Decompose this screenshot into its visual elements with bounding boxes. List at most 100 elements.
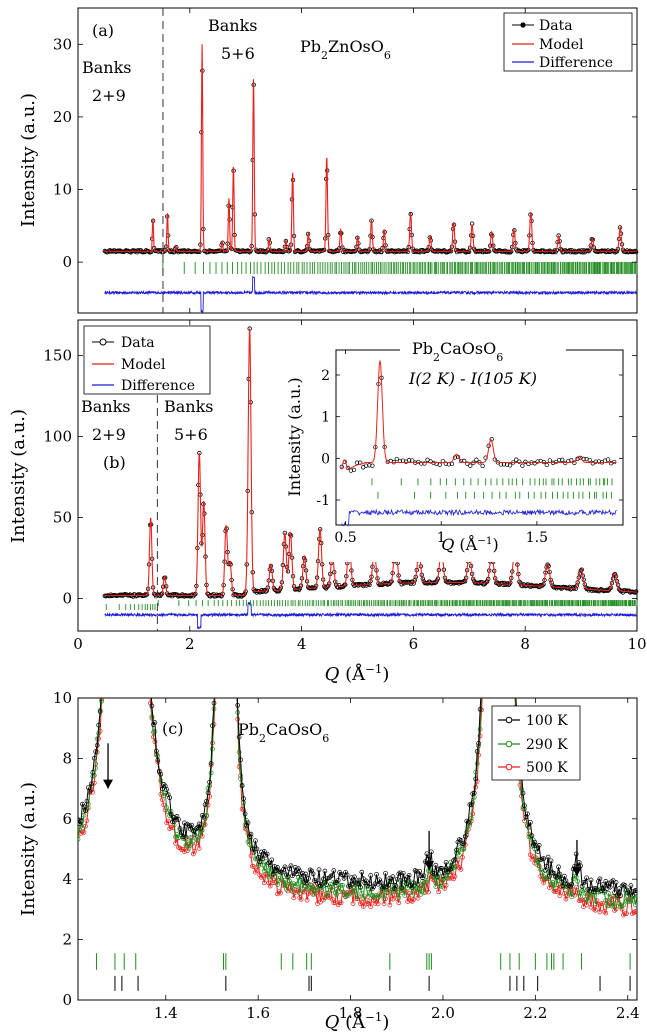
series-point — [424, 878, 430, 883]
x-axis-label-c: Q (Å−1) — [325, 1010, 390, 1032]
series-point — [541, 874, 547, 879]
series-point — [557, 893, 563, 899]
series-point — [509, 667, 513, 671]
series-point — [282, 864, 288, 870]
series-point — [387, 902, 393, 908]
series-point — [143, 671, 147, 675]
series-point — [161, 782, 167, 787]
series-point — [473, 784, 479, 790]
series-point — [279, 869, 285, 875]
series-point — [598, 888, 604, 894]
series-point — [386, 882, 391, 888]
data-point — [303, 247, 309, 253]
series-point — [164, 805, 170, 810]
series-point — [365, 894, 371, 899]
series-point — [198, 832, 204, 838]
series-point — [125, 672, 129, 676]
series-point — [394, 889, 400, 895]
series-point — [484, 668, 488, 672]
series-point — [366, 890, 372, 895]
series-point — [137, 667, 141, 671]
inset-data-point — [419, 461, 424, 466]
series-point — [347, 884, 353, 889]
series-point — [500, 666, 504, 670]
series-point — [474, 749, 480, 754]
series-point — [263, 859, 269, 865]
series-point — [372, 901, 378, 906]
series-point — [193, 826, 199, 831]
series-point — [497, 667, 501, 671]
series-point — [218, 669, 222, 673]
series-point — [331, 868, 337, 873]
x-tick-label: 1.6 — [246, 1004, 270, 1022]
series-point — [503, 669, 507, 673]
series-point — [483, 664, 487, 668]
arrow-head — [571, 867, 582, 877]
data-point — [286, 248, 292, 254]
series-point — [263, 852, 269, 858]
series-point — [594, 887, 600, 893]
inset-x-axis-label: Q (Å−1) — [441, 534, 499, 554]
inset-b-background — [327, 332, 629, 562]
data-point — [336, 585, 341, 590]
series-point — [96, 722, 102, 728]
series-point — [227, 662, 231, 666]
legend-a-data-marker — [520, 22, 526, 28]
series-point — [116, 668, 120, 672]
series-point — [132, 668, 136, 672]
series-point — [143, 668, 147, 672]
series-point — [231, 662, 235, 666]
series-point — [421, 873, 427, 879]
series-point — [290, 889, 295, 894]
series-point — [117, 658, 121, 662]
series-point — [192, 832, 198, 837]
y-axis-label-b: Intensity (a.u.) — [8, 409, 29, 543]
series-point — [496, 668, 500, 672]
data-point — [508, 580, 513, 585]
legend-b: Data Model Difference — [83, 325, 211, 395]
data-point — [119, 592, 125, 597]
series-point — [564, 881, 570, 887]
inset-data-point — [517, 459, 522, 464]
series-point — [295, 866, 301, 871]
series-point — [381, 896, 387, 902]
series-point — [390, 896, 396, 902]
series-point — [208, 770, 214, 776]
series-point — [116, 667, 120, 671]
series-point — [541, 856, 547, 861]
series-point — [454, 847, 459, 853]
series-point — [134, 660, 138, 664]
series-point — [556, 864, 561, 870]
series-point — [449, 862, 455, 868]
series-point — [329, 887, 335, 893]
series-point — [148, 678, 152, 682]
series-point — [214, 680, 218, 684]
series-point — [554, 882, 560, 887]
series-point — [465, 819, 471, 825]
series-point — [310, 884, 316, 890]
inset-model-curve — [341, 360, 617, 470]
series-point — [84, 798, 90, 804]
series-point — [486, 662, 490, 666]
series-point — [120, 672, 124, 676]
inset-data-point — [468, 463, 473, 468]
series-point — [107, 663, 111, 667]
series-point — [481, 663, 485, 667]
series-point — [113, 671, 117, 675]
data-point — [108, 592, 114, 597]
banks-2-9-value-a: 2+9 — [92, 86, 126, 105]
series-point — [132, 663, 136, 667]
series-point — [448, 875, 453, 881]
series-point — [550, 880, 555, 885]
data-point — [434, 248, 440, 253]
inset-b-formula: I(2 K) - I(105 K) — [408, 369, 537, 388]
series-point — [233, 666, 237, 670]
series-point — [123, 675, 127, 679]
series-point — [433, 862, 439, 868]
series-point — [198, 825, 204, 831]
series-point — [137, 671, 141, 675]
panel-c: 1.4 1.6 1.8 2.0 2.2 2.4 0 2 4 6 8 10 Q (Å−1) Intensit… — [18, 658, 640, 1032]
series-point — [83, 808, 88, 814]
y-tick-label: 8 — [62, 749, 72, 767]
